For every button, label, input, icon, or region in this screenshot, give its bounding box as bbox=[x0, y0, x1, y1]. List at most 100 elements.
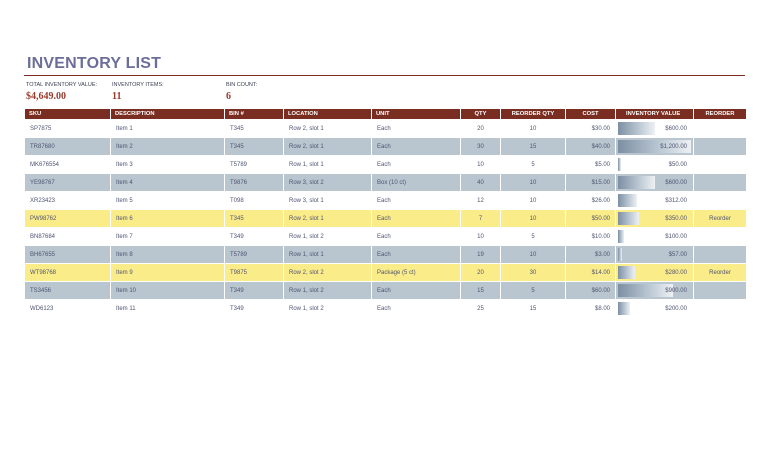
cell-qty[interactable]: 7 bbox=[461, 210, 500, 227]
cell-unit[interactable]: Package (5 ct) bbox=[372, 264, 460, 281]
cell-description[interactable]: Item 4 bbox=[111, 174, 224, 191]
cell-reorder-qty[interactable]: 30 bbox=[501, 264, 565, 281]
cell-bin[interactable]: T349 bbox=[225, 300, 283, 317]
cell-inventory-value[interactable]: $50.00 bbox=[616, 156, 693, 173]
cell-bin[interactable]: T349 bbox=[225, 228, 283, 245]
cell-bin[interactable]: T098 bbox=[225, 192, 283, 209]
cell-sku[interactable]: TR87680 bbox=[25, 138, 110, 155]
table-row[interactable]: SP7875 Item 1 T345 Row 2, slot 1 Each 20 10 $30… bbox=[25, 120, 746, 137]
cell-qty[interactable]: 15 bbox=[461, 282, 500, 299]
table-row[interactable]: TS3456 Item 10 T349 Row 1, slot 2 Each 15 5 $60… bbox=[25, 282, 746, 299]
col-header-unit[interactable]: UNIT bbox=[372, 109, 460, 119]
col-header-bin[interactable]: BIN # bbox=[225, 109, 283, 119]
col-header-sku[interactable]: SKU bbox=[25, 109, 110, 119]
cell-location[interactable]: Row 2, slot 2 bbox=[284, 264, 371, 281]
cell-bin[interactable]: T345 bbox=[225, 120, 283, 137]
cell-cost[interactable]: $15.00 bbox=[566, 174, 615, 191]
table-row[interactable]: WD6123 Item 11 T349 Row 1, slot 2 Each 25 15 $8… bbox=[25, 300, 746, 317]
cell-qty[interactable]: 30 bbox=[461, 138, 500, 155]
cell-inventory-value[interactable]: $900.00 bbox=[616, 282, 693, 299]
cell-sku[interactable]: YE98767 bbox=[25, 174, 110, 191]
cell-reorder-flag[interactable] bbox=[694, 192, 746, 209]
cell-reorder-flag[interactable] bbox=[694, 300, 746, 317]
cell-location[interactable]: Row 2, slot 1 bbox=[284, 210, 371, 227]
cell-qty[interactable]: 20 bbox=[461, 120, 500, 137]
cell-reorder-qty[interactable]: 10 bbox=[501, 192, 565, 209]
cell-reorder-qty[interactable]: 5 bbox=[501, 228, 565, 245]
cell-sku[interactable]: MK676554 bbox=[25, 156, 110, 173]
cell-sku[interactable]: SP7875 bbox=[25, 120, 110, 137]
cell-location[interactable]: Row 3, slot 1 bbox=[284, 192, 371, 209]
cell-sku[interactable]: TS3456 bbox=[25, 282, 110, 299]
cell-cost[interactable]: $50.00 bbox=[566, 210, 615, 227]
cell-description[interactable]: Item 7 bbox=[111, 228, 224, 245]
cell-reorder-qty[interactable]: 15 bbox=[501, 138, 565, 155]
cell-bin[interactable]: T349 bbox=[225, 282, 283, 299]
cell-unit[interactable]: Each bbox=[372, 210, 460, 227]
table-row[interactable]: TR87680 Item 2 T345 Row 2, slot 1 Each 30 15 $4… bbox=[25, 138, 746, 155]
col-header-location[interactable]: LOCATION bbox=[284, 109, 371, 119]
cell-location[interactable]: Row 3, slot 2 bbox=[284, 174, 371, 191]
cell-cost[interactable]: $26.00 bbox=[566, 192, 615, 209]
cell-unit[interactable]: Each bbox=[372, 192, 460, 209]
col-header-reorder-qty[interactable]: REORDER QTY bbox=[501, 109, 565, 119]
cell-reorder-flag[interactable] bbox=[694, 138, 746, 155]
table-row[interactable]: BN87684 Item 7 T349 Row 1, slot 2 Each 10 5 $10… bbox=[25, 228, 746, 245]
cell-location[interactable]: Row 1, slot 1 bbox=[284, 246, 371, 263]
table-row[interactable]: YE98767 Item 4 T9876 Row 3, slot 2 Box (10 c… bbox=[25, 174, 746, 191]
col-header-qty[interactable]: QTY bbox=[461, 109, 500, 119]
cell-description[interactable]: Item 11 bbox=[111, 300, 224, 317]
cell-bin[interactable]: T9876 bbox=[225, 174, 283, 191]
cell-description[interactable]: Item 2 bbox=[111, 138, 224, 155]
cell-unit[interactable]: Each bbox=[372, 138, 460, 155]
cell-unit[interactable]: Each bbox=[372, 246, 460, 263]
cell-description[interactable]: Item 9 bbox=[111, 264, 224, 281]
cell-unit[interactable]: Each bbox=[372, 282, 460, 299]
cell-location[interactable]: Row 2, slot 1 bbox=[284, 138, 371, 155]
cell-reorder-qty[interactable]: 10 bbox=[501, 174, 565, 191]
cell-cost[interactable]: $8.00 bbox=[566, 300, 615, 317]
cell-description[interactable]: Item 6 bbox=[111, 210, 224, 227]
cell-description[interactable]: Item 3 bbox=[111, 156, 224, 173]
cell-qty[interactable]: 20 bbox=[461, 264, 500, 281]
table-row[interactable]: WT98768 Item 9 T9875 Row 2, slot 2 Package (… bbox=[25, 264, 746, 281]
table-row[interactable]: MK676554 Item 3 T5789 Row 1, slot 1 Each 10 5 $… bbox=[25, 156, 746, 173]
cell-cost[interactable]: $10.00 bbox=[566, 228, 615, 245]
cell-unit[interactable]: Each bbox=[372, 228, 460, 245]
cell-cost[interactable]: $5.00 bbox=[566, 156, 615, 173]
cell-sku[interactable]: BH67655 bbox=[25, 246, 110, 263]
cell-qty[interactable]: 12 bbox=[461, 192, 500, 209]
cell-reorder-flag[interactable] bbox=[694, 282, 746, 299]
cell-reorder-flag[interactable] bbox=[694, 174, 746, 191]
cell-reorder-flag[interactable] bbox=[694, 120, 746, 137]
cell-description[interactable]: Item 1 bbox=[111, 120, 224, 137]
cell-sku[interactable]: PW98762 bbox=[25, 210, 110, 227]
cell-inventory-value[interactable]: $600.00 bbox=[616, 120, 693, 137]
cell-bin[interactable]: T345 bbox=[225, 210, 283, 227]
cell-bin[interactable]: T345 bbox=[225, 138, 283, 155]
cell-reorder-qty[interactable]: 15 bbox=[501, 300, 565, 317]
cell-location[interactable]: Row 1, slot 1 bbox=[284, 156, 371, 173]
cell-bin[interactable]: T5789 bbox=[225, 246, 283, 263]
cell-sku[interactable]: WD6123 bbox=[25, 300, 110, 317]
cell-bin[interactable]: T9875 bbox=[225, 264, 283, 281]
cell-unit[interactable]: Box (10 ct) bbox=[372, 174, 460, 191]
cell-reorder-qty[interactable]: 10 bbox=[501, 210, 565, 227]
cell-inventory-value[interactable]: $312.00 bbox=[616, 192, 693, 209]
table-row[interactable]: PW98762 Item 6 T345 Row 2, slot 1 Each 7 10 $50… bbox=[25, 210, 746, 227]
cell-location[interactable]: Row 1, slot 2 bbox=[284, 282, 371, 299]
cell-reorder-qty[interactable]: 5 bbox=[501, 282, 565, 299]
cell-inventory-value[interactable]: $350.00 bbox=[616, 210, 693, 227]
cell-sku[interactable]: XR23423 bbox=[25, 192, 110, 209]
cell-qty[interactable]: 25 bbox=[461, 300, 500, 317]
cell-reorder-qty[interactable]: 10 bbox=[501, 120, 565, 137]
cell-location[interactable]: Row 2, slot 1 bbox=[284, 120, 371, 137]
cell-description[interactable]: Item 8 bbox=[111, 246, 224, 263]
table-row[interactable]: BH67655 Item 8 T5789 Row 1, slot 1 Each 19 10 $… bbox=[25, 246, 746, 263]
cell-cost[interactable]: $60.00 bbox=[566, 282, 615, 299]
cell-inventory-value[interactable]: $100.00 bbox=[616, 228, 693, 245]
cell-reorder-qty[interactable]: 5 bbox=[501, 156, 565, 173]
cell-location[interactable]: Row 1, slot 2 bbox=[284, 228, 371, 245]
col-header-cost[interactable]: COST bbox=[566, 109, 615, 119]
cell-inventory-value[interactable]: $57.00 bbox=[616, 246, 693, 263]
